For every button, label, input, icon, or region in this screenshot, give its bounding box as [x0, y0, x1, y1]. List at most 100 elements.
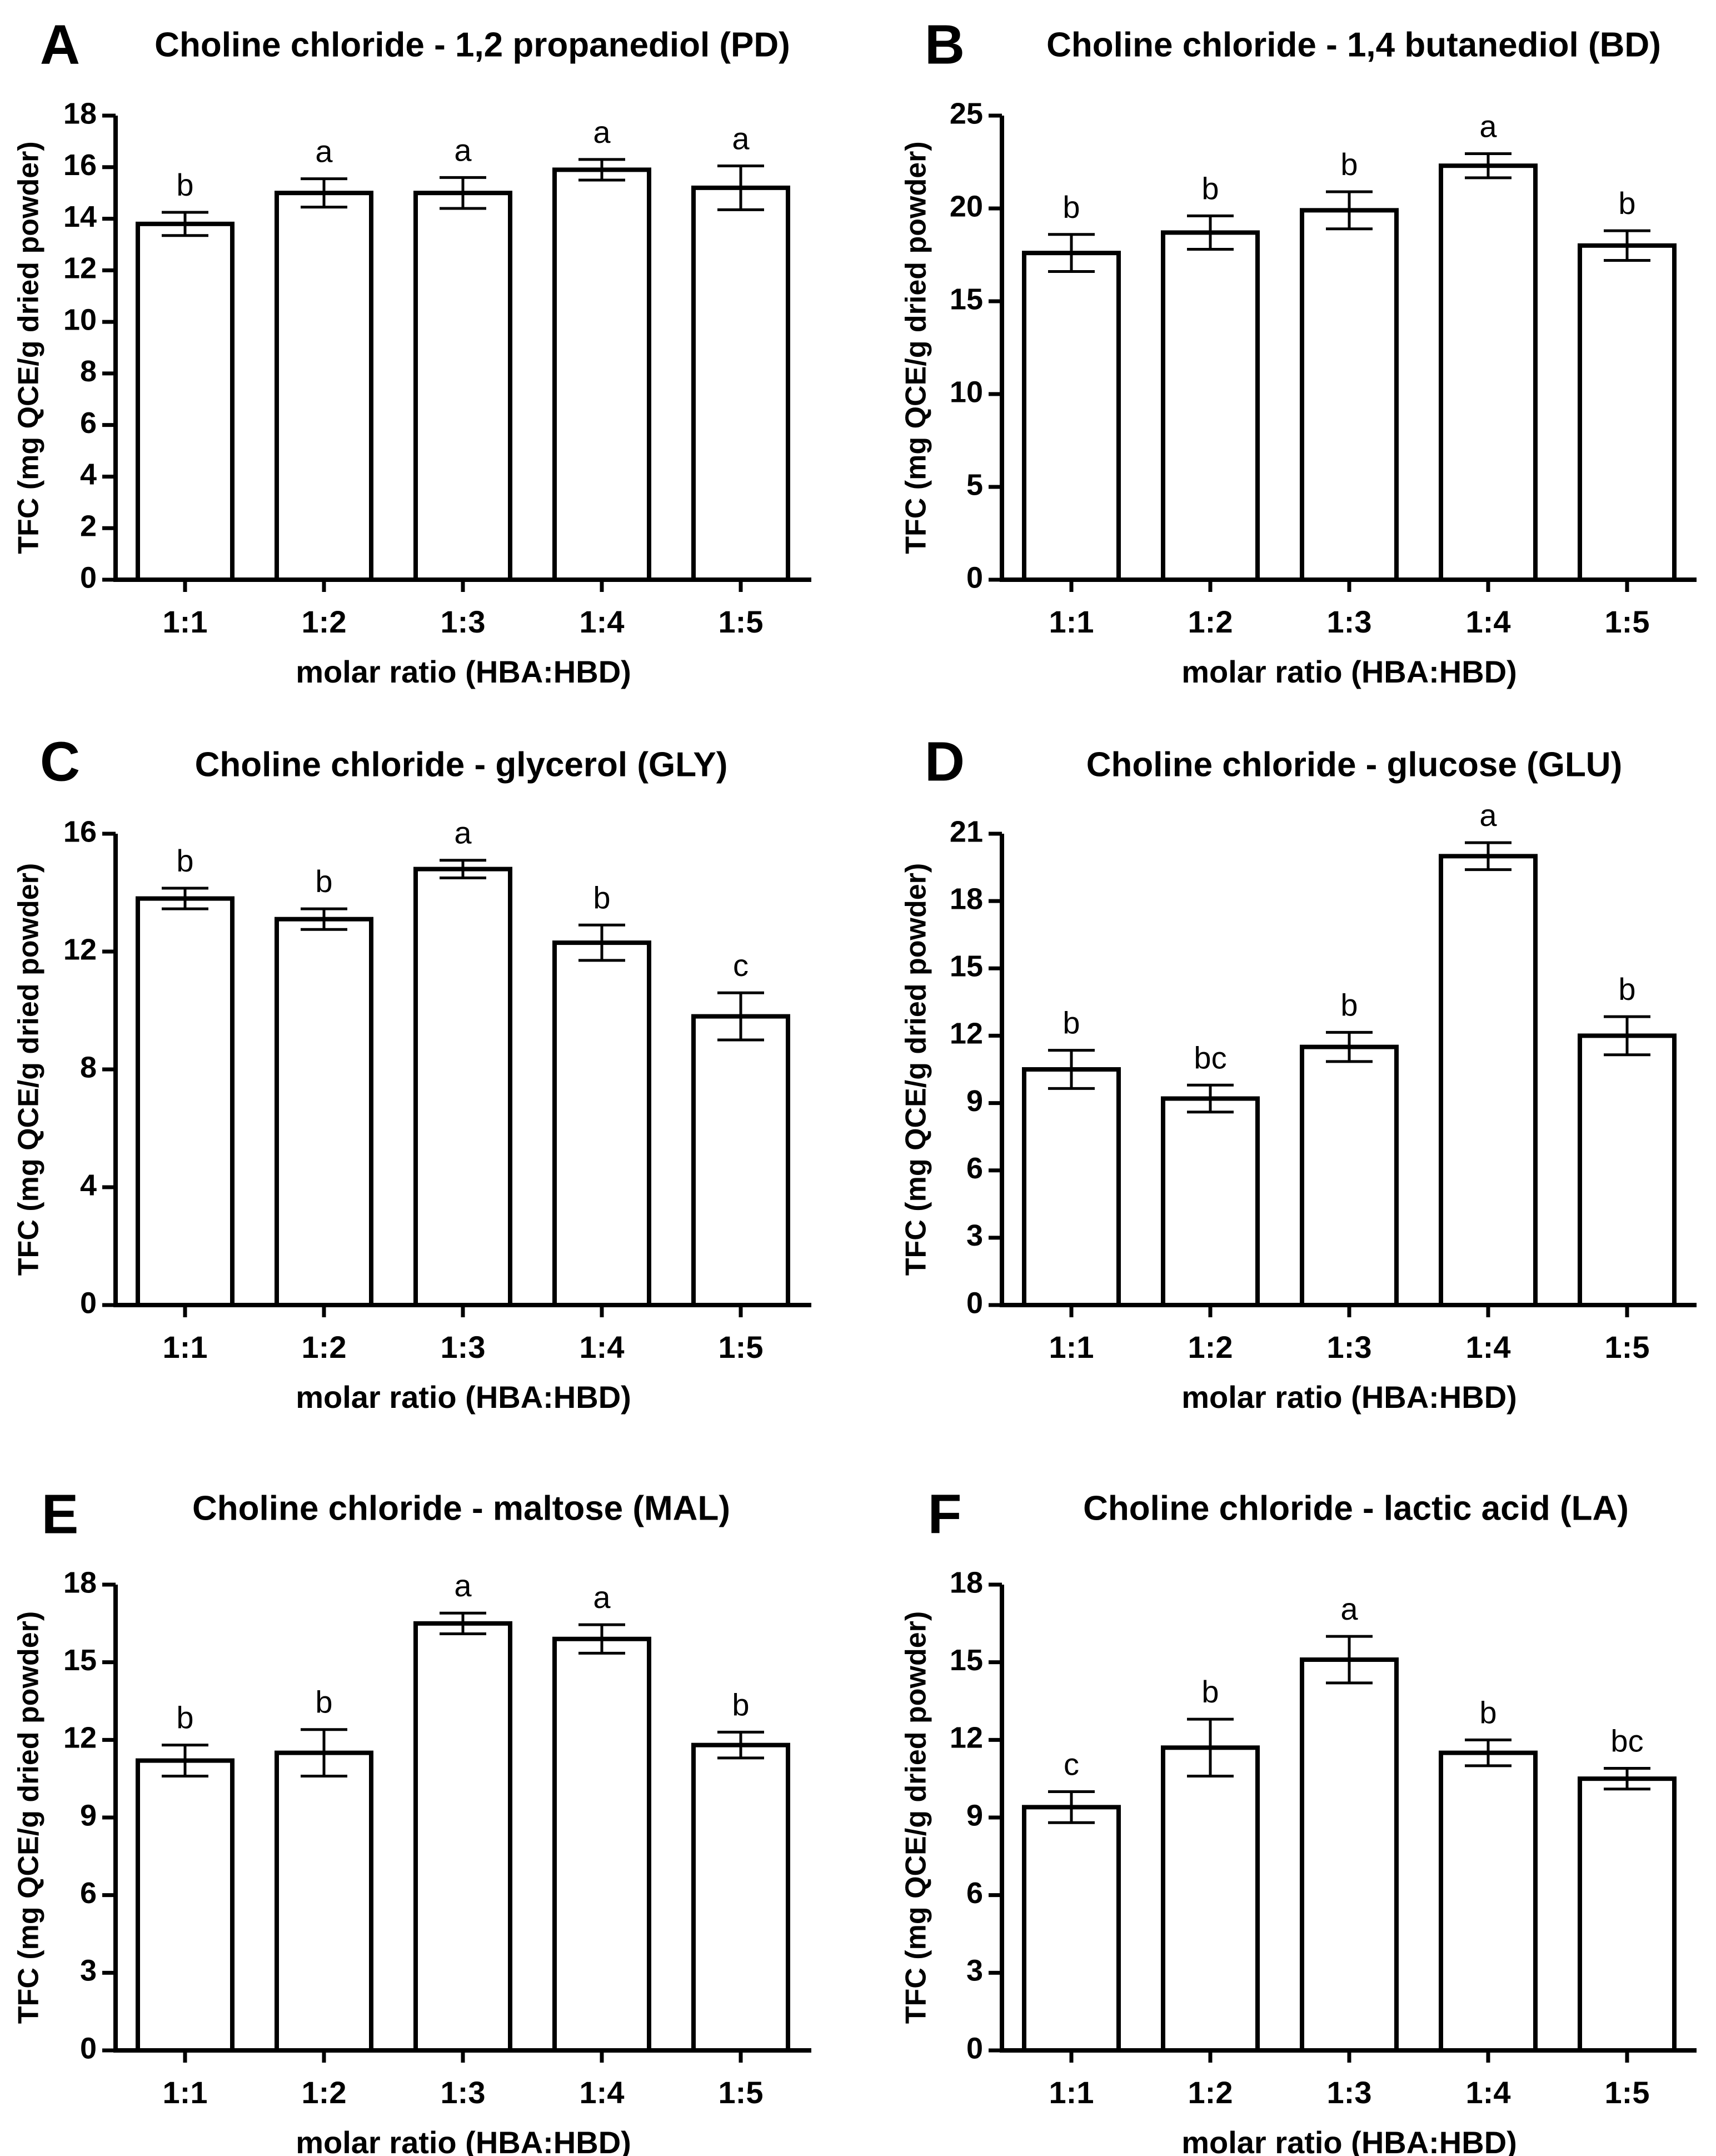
x-tick-label: 1:4 — [1466, 2075, 1511, 2110]
y-tick-label: 15 — [63, 1644, 97, 1677]
y-axis-label: TFC (mg QCE/g dried powder) — [13, 141, 45, 554]
y-tick-label: 18 — [950, 882, 983, 915]
x-axis-label: molar ratio (HBA:HBD) — [1181, 2125, 1517, 2156]
panel-d: D Choline chloride - glucose (GLU) b 1:1 bc 1… — [900, 730, 1697, 1415]
y-tick-label: 12 — [950, 1017, 983, 1050]
y-tick-label: 12 — [950, 1721, 983, 1755]
x-tick-label: 1:2 — [1188, 1330, 1233, 1365]
bar — [1300, 1657, 1399, 2053]
x-tick-label: 1:3 — [441, 1330, 486, 1365]
y-tick-label: 0 — [80, 2031, 97, 2065]
significance-label: b — [1062, 1005, 1080, 1040]
bar — [1439, 163, 1538, 582]
bar — [413, 191, 512, 582]
y-tick-label: 18 — [63, 97, 97, 130]
y-tick-label: 0 — [966, 561, 983, 594]
y-axis-label: TFC (mg QCE/g dried powder) — [13, 1611, 45, 2024]
bar — [1578, 1033, 1677, 1308]
x-tick-label: 1:4 — [1466, 1330, 1511, 1365]
chart-title: Choline chloride - glucose (GLU) — [1086, 745, 1622, 784]
x-tick-label: 1:3 — [1327, 604, 1372, 639]
x-tick-label: 1:4 — [580, 1330, 625, 1365]
y-tick-label: 4 — [80, 458, 97, 491]
x-tick-label: 1:1 — [1049, 2075, 1094, 2110]
y-tick-label: 3 — [966, 1954, 983, 1988]
significance-label: c — [733, 948, 749, 983]
y-tick-label: 12 — [63, 933, 97, 966]
x-axis-label: molar ratio (HBA:HBD) — [296, 2125, 631, 2156]
panel-letter: F — [927, 1483, 961, 1545]
x-tick-label: 1:4 — [1466, 604, 1511, 639]
y-tick-label: 0 — [80, 561, 97, 594]
y-tick-label: 15 — [950, 1644, 983, 1677]
y-tick-label: 8 — [80, 1050, 97, 1084]
y-tick-label: 9 — [966, 1084, 983, 1118]
x-tick-label: 1:4 — [580, 2075, 625, 2110]
x-axis-label: molar ratio (HBA:HBD) — [296, 654, 631, 689]
y-axis-label: TFC (mg QCE/g dried powder) — [900, 863, 932, 1276]
significance-label: b — [1340, 987, 1358, 1022]
y-tick-label: 6 — [966, 1152, 983, 1185]
significance-label: a — [315, 134, 333, 169]
y-tick-label: 12 — [63, 252, 97, 285]
bar — [275, 1750, 373, 2053]
panel-a: A Choline chloride - 1,2 propanediol (PD)… — [13, 13, 811, 689]
x-tick-label: 1:2 — [1188, 604, 1233, 639]
significance-label: a — [454, 815, 472, 850]
chart-title: Choline chloride - glycerol (GLY) — [195, 745, 728, 784]
significance-label: b — [315, 864, 332, 899]
significance-label: b — [1618, 972, 1635, 1007]
panel-f: F Choline chloride - lactic acid (LA) c 1:1… — [900, 1483, 1697, 2156]
y-tick-label: 3 — [80, 1954, 97, 1988]
significance-label: b — [1062, 190, 1080, 225]
significance-label: a — [593, 1580, 611, 1615]
bar — [136, 1758, 235, 2053]
chart-title: Choline chloride - maltose (MAL) — [192, 1489, 730, 1527]
significance-label: b — [315, 1685, 332, 1720]
significance-label: a — [593, 114, 611, 150]
x-tick-label: 1:5 — [719, 2075, 764, 2110]
significance-label: b — [1618, 186, 1635, 221]
significance-label: b — [176, 167, 193, 202]
significance-label: a — [1340, 1591, 1358, 1626]
x-tick-label: 1:2 — [302, 604, 347, 639]
panel-letter: C — [40, 730, 80, 793]
significance-label: bc — [1194, 1040, 1226, 1075]
y-tick-label: 8 — [80, 355, 97, 388]
bar — [413, 867, 512, 1307]
y-tick-label: 9 — [966, 1799, 983, 1832]
bar — [275, 917, 373, 1307]
significance-label: b — [1201, 171, 1219, 206]
y-tick-label: 20 — [950, 190, 983, 223]
bar — [1161, 1096, 1260, 1307]
panel-c: C Choline chloride - glycerol (GLY) b 1:1 b 1… — [13, 730, 811, 1415]
bar — [1161, 1745, 1260, 2053]
x-tick-label: 1:5 — [1605, 2075, 1650, 2110]
bar — [136, 896, 235, 1307]
x-tick-label: 1:1 — [1049, 604, 1094, 639]
y-tick-label: 6 — [80, 406, 97, 440]
significance-label: a — [1479, 798, 1497, 833]
significance-label: b — [1479, 1695, 1496, 1730]
significance-label: c — [1064, 1746, 1079, 1781]
panel-letter: D — [925, 730, 965, 793]
bar — [552, 1636, 651, 2053]
significance-label: b — [176, 843, 193, 878]
y-tick-label: 2 — [80, 509, 97, 542]
x-tick-label: 1:1 — [163, 1330, 208, 1365]
y-axis-label: TFC (mg QCE/g dried powder) — [900, 1611, 932, 2024]
y-tick-label: 0 — [966, 1286, 983, 1320]
x-tick-label: 1:1 — [163, 2075, 208, 2110]
x-tick-label: 1:5 — [1605, 604, 1650, 639]
x-axis-label: molar ratio (HBA:HBD) — [1181, 1380, 1517, 1415]
panel-letter: B — [925, 13, 965, 76]
bar — [1022, 1067, 1121, 1307]
y-tick-label: 10 — [63, 303, 97, 336]
panel-letter: E — [42, 1483, 79, 1545]
bar — [136, 221, 235, 582]
bar — [691, 185, 790, 582]
significance-label: a — [454, 1568, 472, 1603]
bar — [552, 940, 651, 1307]
y-tick-label: 6 — [80, 1876, 97, 1910]
